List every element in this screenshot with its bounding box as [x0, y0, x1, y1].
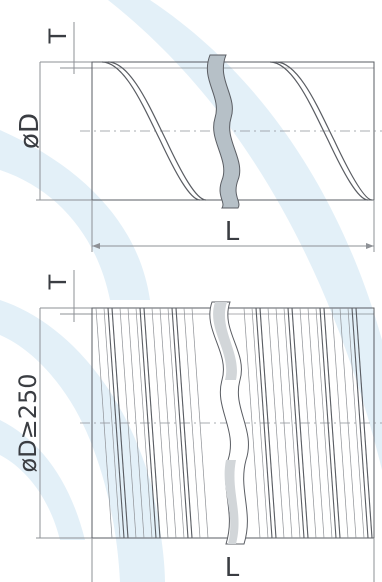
top-thickness-label: T [44, 28, 72, 44]
top-helical-seam [101, 61, 201, 201]
bottom-thickness-label: T [44, 274, 72, 290]
bottom-break-symbol [209, 301, 249, 545]
bottom-break-shading [213, 302, 239, 544]
bottom-duct-diagram [36, 270, 382, 582]
top-length-arrow-right [366, 243, 374, 249]
bottom-diameter-label: øD≥250 [14, 373, 42, 472]
top-length-arrow-left [92, 243, 100, 249]
top-length-label: L [225, 217, 240, 247]
top-break-symbol [206, 54, 241, 209]
top-diameter-label: øD [15, 113, 45, 149]
top-helical-seam [269, 61, 369, 201]
bottom-length-label: L [225, 553, 240, 582]
bottom-labels: T øD≥250 L [14, 274, 240, 582]
top-duct-diagram [36, 22, 382, 252]
top-helical-seam [275, 61, 373, 201]
top-labels: T øD L [15, 28, 240, 247]
top-helical-seam [107, 61, 207, 201]
bottom-reinforcing-wire [107, 307, 373, 539]
